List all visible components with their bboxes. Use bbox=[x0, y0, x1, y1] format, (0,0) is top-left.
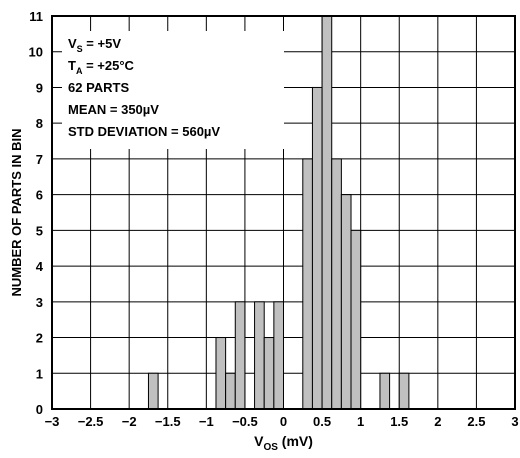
histogram-bar bbox=[398, 372, 410, 410]
annotation-main: 62 PARTS bbox=[68, 80, 129, 95]
y-tick-label: 9 bbox=[36, 80, 43, 95]
histogram-bar bbox=[379, 372, 391, 410]
annotation-box bbox=[62, 31, 284, 149]
annotation-block: VS = +5V TA = +25°C 62 PARTS MEAN = 350µV ST… bbox=[68, 36, 220, 139]
x-axis-label-sub: OS bbox=[263, 442, 278, 453]
y-tick-label: 6 bbox=[36, 188, 43, 203]
annotation-main: V bbox=[68, 36, 77, 51]
y-tick-label: 2 bbox=[36, 331, 43, 346]
histogram-bar bbox=[302, 158, 313, 410]
y-tick-label: 1 bbox=[36, 366, 43, 381]
histogram-bar bbox=[225, 372, 236, 410]
x-tick-label: −0.5 bbox=[232, 414, 258, 429]
histogram-bar bbox=[263, 337, 275, 410]
histogram-bar bbox=[234, 301, 246, 410]
x-tick-label: 0 bbox=[280, 414, 287, 429]
x-axis-label-unit: (mV) bbox=[278, 433, 313, 449]
x-tick-label: −3 bbox=[45, 414, 60, 429]
histogram-bar bbox=[273, 301, 284, 410]
annotation-main: MEAN = 350µV bbox=[68, 102, 159, 117]
x-axis-label: VOS (mV) bbox=[254, 433, 313, 453]
x-tick-label: 1.5 bbox=[390, 414, 408, 429]
x-axis-label-main: V bbox=[254, 433, 264, 449]
x-tick-label: −2.5 bbox=[78, 414, 104, 429]
x-tick-label: −2 bbox=[122, 414, 137, 429]
x-tick-label: −1.5 bbox=[155, 414, 181, 429]
y-tick-label: 0 bbox=[36, 402, 43, 417]
plot-frame bbox=[51, 15, 516, 410]
annotation-sub: S bbox=[77, 44, 83, 54]
annotation-line: TA = +25°C bbox=[68, 58, 135, 76]
y-tick-label: 3 bbox=[36, 295, 43, 310]
annotation-rest: = +25°C bbox=[82, 58, 134, 73]
histogram-bar bbox=[254, 301, 265, 410]
histogram-bar bbox=[215, 337, 227, 410]
x-tick-label: 0.5 bbox=[313, 414, 331, 429]
histogram-bar bbox=[350, 229, 362, 410]
y-tick-label: 7 bbox=[36, 152, 43, 167]
annotation-rest: = +5V bbox=[83, 36, 122, 51]
annotation-line: MEAN = 350µV bbox=[68, 102, 159, 117]
annotation-sub: A bbox=[76, 66, 83, 76]
x-tick-label: 1 bbox=[357, 414, 364, 429]
histogram-bars bbox=[147, 15, 410, 410]
x-tick-label: 2 bbox=[434, 414, 441, 429]
histogram-bar bbox=[321, 15, 333, 410]
y-tick-label: 8 bbox=[36, 116, 43, 131]
y-tick-label: 4 bbox=[36, 259, 44, 274]
annotation-main: T bbox=[68, 58, 76, 73]
y-tick-labels: 0 1 2 3 4 5 6 7 8 9 10 11 bbox=[29, 9, 44, 417]
annotation-main: STD DEVIATION = 560µV bbox=[68, 124, 220, 139]
y-tick-label: 5 bbox=[36, 223, 43, 238]
y-axis-label: NUMBER OF PARTS IN BIN bbox=[9, 128, 24, 296]
histogram-bar bbox=[331, 158, 342, 410]
histogram-bar bbox=[311, 86, 323, 410]
x-tick-label: 2.5 bbox=[467, 414, 485, 429]
x-tick-label: 3 bbox=[511, 414, 518, 429]
y-tick-label: 10 bbox=[29, 45, 43, 60]
y-tick-label: 11 bbox=[29, 9, 43, 24]
x-tick-label: −1 bbox=[199, 414, 214, 429]
annotation-line: STD DEVIATION = 560µV bbox=[68, 124, 220, 139]
histogram-bar bbox=[147, 372, 159, 410]
annotation-line: 62 PARTS bbox=[68, 80, 129, 95]
histogram-bar bbox=[340, 194, 352, 410]
x-tick-labels: −3 −2.5 −2 −1.5 −1 −0.5 0 0.5 1 1.5 2 2.5 3 bbox=[45, 414, 519, 429]
annotation-line: VS = +5V bbox=[68, 36, 121, 54]
